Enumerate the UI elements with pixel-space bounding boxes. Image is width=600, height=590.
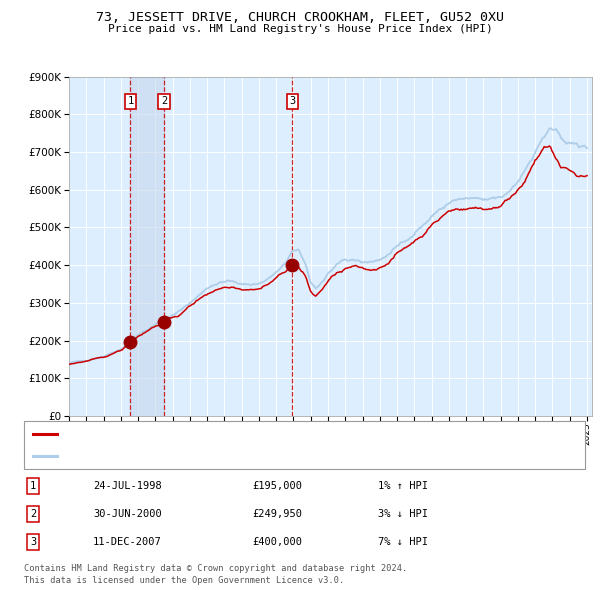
Text: £400,000: £400,000 [252,537,302,547]
Text: HPI: Average price, detached house, Hart: HPI: Average price, detached house, Hart [61,451,301,461]
Text: 2: 2 [161,96,167,106]
Text: Contains HM Land Registry data © Crown copyright and database right 2024.: Contains HM Land Registry data © Crown c… [24,565,407,573]
Text: 11-DEC-2007: 11-DEC-2007 [93,537,162,547]
Text: £249,950: £249,950 [252,509,302,519]
Text: 73, JESSETT DRIVE, CHURCH CROOKHAM, FLEET, GU52 0XU (detached house): 73, JESSETT DRIVE, CHURCH CROOKHAM, FLEE… [61,429,469,439]
Text: 73, JESSETT DRIVE, CHURCH CROOKHAM, FLEET, GU52 0XU: 73, JESSETT DRIVE, CHURCH CROOKHAM, FLEE… [96,11,504,24]
Text: 1% ↑ HPI: 1% ↑ HPI [378,481,428,491]
Bar [130,77,164,416]
Text: £195,000: £195,000 [252,481,302,491]
Text: 7% ↓ HPI: 7% ↓ HPI [378,537,428,547]
Text: 3% ↓ HPI: 3% ↓ HPI [378,509,428,519]
Text: 2: 2 [30,509,36,519]
Text: 30-JUN-2000: 30-JUN-2000 [93,509,162,519]
Text: 1: 1 [30,481,36,491]
Text: 3: 3 [30,537,36,547]
Text: 24-JUL-1998: 24-JUL-1998 [93,481,162,491]
Text: 3: 3 [289,96,296,106]
Text: 1: 1 [127,96,134,106]
Text: This data is licensed under the Open Government Licence v3.0.: This data is licensed under the Open Gov… [24,576,344,585]
Text: Price paid vs. HM Land Registry's House Price Index (HPI): Price paid vs. HM Land Registry's House … [107,24,493,34]
